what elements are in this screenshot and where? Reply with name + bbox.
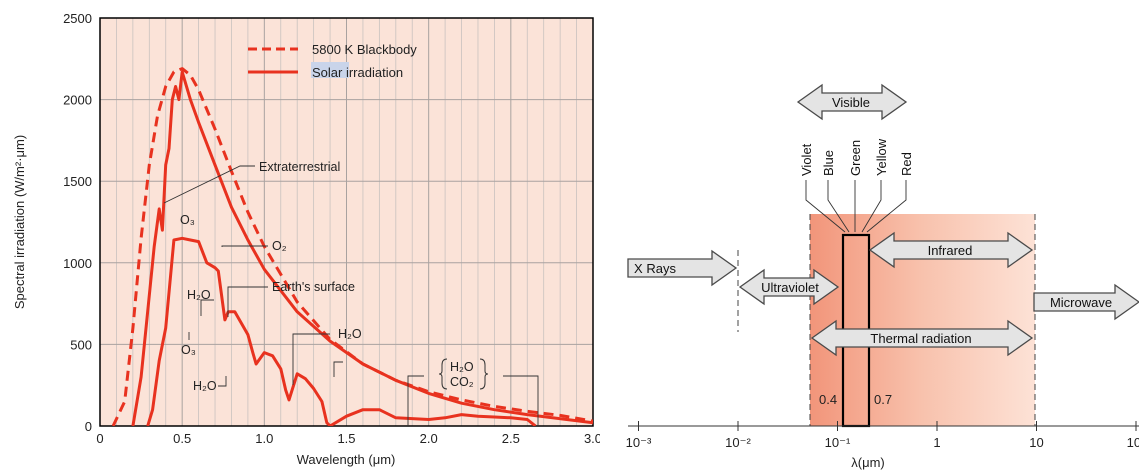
- annotation-h2o-2: H₂O: [193, 379, 217, 393]
- log-tick-label: 10²: [1127, 435, 1139, 450]
- visible-color-labels: Violet Blue Green Yellow Red: [799, 138, 914, 176]
- x-tick-label: 0.5: [173, 431, 191, 446]
- annotation-o3-upper: O₃: [180, 213, 195, 227]
- arrow-visible: Visible: [796, 83, 908, 121]
- visible-upper-limit: 0.7: [874, 392, 892, 407]
- y-tick-label: 500: [70, 337, 92, 352]
- visible-color-yellow: Yellow: [874, 138, 889, 176]
- y-axis-title: Spectral irradiation (W/m²·μm): [12, 135, 27, 309]
- log-tick-label: 10: [1029, 435, 1043, 450]
- x-tick-label: 2.5: [502, 431, 520, 446]
- series-line-1: [131, 70, 593, 426]
- y-tick-label: 2000: [63, 93, 92, 108]
- legend-highlight: [311, 62, 349, 78]
- arrow-microwave: Microwave: [1033, 283, 1139, 321]
- arrow-ultraviolet: Ultraviolet: [738, 268, 840, 306]
- series-line-0: [111, 67, 593, 426]
- visible-color-blue: Blue: [821, 150, 836, 176]
- visible-color-green: Green: [848, 140, 863, 176]
- plot-frame: [99, 17, 594, 427]
- y-tick-label: 1000: [63, 256, 92, 271]
- y-tick-label: 2500: [63, 11, 92, 26]
- log-axis-ticks: 10⁻³10⁻²10⁻¹11010²10³: [626, 421, 1139, 450]
- arrow-label-x-rays: X Rays: [634, 261, 676, 276]
- annotation-h2o-4: H₂O: [450, 360, 474, 374]
- arrow-label-thermal: Thermal radiation: [870, 331, 971, 346]
- annotation-h2o-3: H₂O: [338, 327, 362, 341]
- annotation-extraterrestrial: Extraterrestrial: [259, 160, 340, 174]
- annotation-co2: CO₂: [450, 375, 474, 389]
- legend-solar-label: Solar irradiation: [312, 65, 403, 80]
- lambda-axis-title: λ(μm): [851, 455, 884, 470]
- log-tick-label: 10⁻²: [725, 435, 751, 450]
- x-tick-label: 3.0: [584, 431, 600, 446]
- visible-color-leaders: [805, 180, 907, 233]
- x-axis-title: Wavelength (μm): [297, 452, 396, 467]
- y-tick-label: 1500: [63, 174, 92, 189]
- arrow-infrared: Infrared: [868, 231, 1034, 269]
- arrow-label-visible: Visible: [832, 95, 870, 110]
- visible-color-red: Red: [899, 152, 914, 176]
- arrow-thermal: Thermal radiation: [810, 319, 1034, 357]
- annotation-h2o-1: H₂O: [187, 288, 211, 302]
- legend: 5800 K Blackbody Solar irradiation: [248, 42, 417, 80]
- log-tick-label: 1: [933, 435, 940, 450]
- arrow-label-microwave: Microwave: [1050, 295, 1112, 310]
- arrow-label-infrared: Infrared: [928, 243, 973, 258]
- log-tick-label: 10⁻³: [626, 435, 652, 450]
- x-tick-label: 0: [96, 431, 103, 446]
- visible-lower-limit: 0.4: [819, 392, 837, 407]
- brace-group: [438, 358, 489, 390]
- annotation-o2: O₂: [272, 239, 287, 253]
- series-line-2: [146, 236, 537, 426]
- band-arrows: Visible X Rays Ultraviolet Infrared Thermal …: [627, 83, 1139, 357]
- annotation-o3-lower: O₃: [181, 343, 196, 357]
- grid-lines: [100, 18, 593, 426]
- x-tick-label: 1.0: [255, 431, 273, 446]
- arrow-label-ultraviolet: Ultraviolet: [761, 280, 819, 295]
- annotations: [163, 165, 539, 426]
- log-tick-label: 10⁻¹: [825, 435, 851, 450]
- legend-blackbody-label: 5800 K Blackbody: [312, 42, 417, 57]
- tick-labels: 0 0.5 1.0 1.5 2.0 2.5 3.0 0 500 1000 1500 2000 2500: [63, 11, 600, 446]
- x-tick-label: 2.0: [420, 431, 438, 446]
- y-tick-label: 0: [85, 419, 92, 434]
- visible-color-violet: Violet: [799, 143, 814, 176]
- solar-spectrum-chart: 0 0.5 1.0 1.5 2.0 2.5 3.005001000150020002500 …: [12, 11, 600, 467]
- annotation-earths-surface: Earth's surface: [272, 280, 355, 294]
- arrow-x-rays: X Rays: [627, 249, 738, 287]
- x-tick-label: 1.5: [337, 431, 355, 446]
- series-group: [111, 67, 593, 426]
